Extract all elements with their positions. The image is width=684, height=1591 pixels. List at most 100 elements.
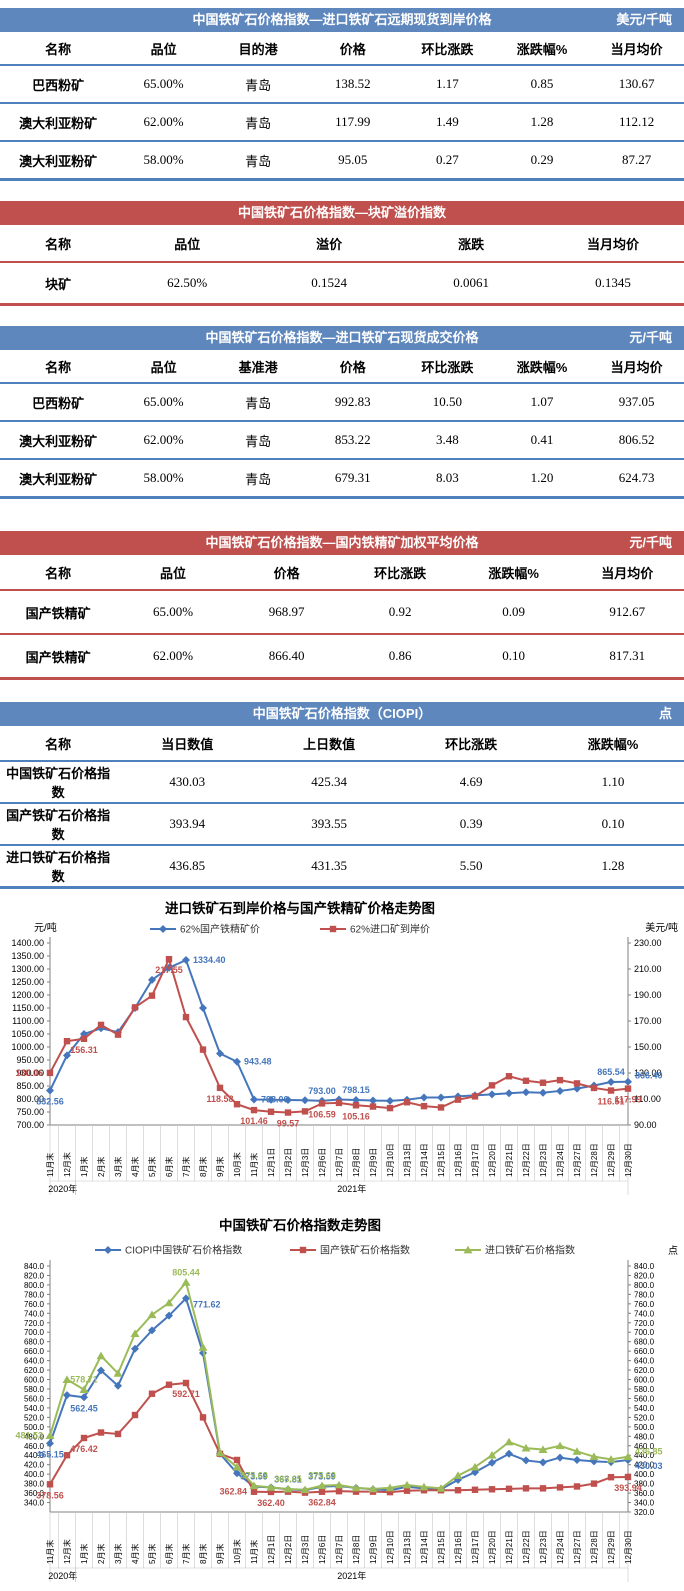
series-marker	[402, 1480, 412, 1489]
series-2: 481.53 578.71 805.44 375.63 368.65 375.63 436.…	[15, 1267, 663, 1494]
x-axis-label: 12月22日	[522, 1143, 531, 1177]
series-line	[49, 956, 629, 1114]
table-cell: 1.49	[436, 114, 459, 129]
series-marker	[199, 1046, 207, 1053]
series-marker	[199, 1414, 207, 1421]
axis-tick-label: 640.0	[634, 1357, 655, 1366]
x-axis-label: 8月末	[198, 1544, 208, 1564]
table-cell: 0.1345	[595, 275, 631, 290]
series-marker	[148, 1390, 156, 1397]
right-axis: 320.0340.0360.0380.0400.0420.0440.0460.0…	[628, 1262, 655, 1517]
x-axis-label: 12月2日	[284, 1535, 293, 1564]
column-header: 环比涨跌	[445, 736, 498, 752]
series-marker	[522, 1485, 530, 1492]
series-marker	[573, 1483, 581, 1490]
x-axis-label: 12月30日	[624, 1530, 633, 1564]
series-marker	[403, 1099, 411, 1106]
point-label: 130.06	[15, 1068, 43, 1078]
series-marker	[505, 1449, 513, 1458]
axis-tick-label: 1150.00	[12, 1003, 44, 1013]
point-label: 116.51	[597, 1097, 624, 1107]
year-axis: 2020年 2021年	[48, 1568, 629, 1582]
series-marker	[250, 1095, 258, 1104]
point-label: 362.40	[257, 1498, 285, 1508]
data-table: 名称 当日数值 上日数值 环比涨跌 涨跌幅% 中国铁矿石价格指数 430.03 425.34 4…	[0, 726, 684, 889]
series-marker	[403, 1487, 411, 1494]
series-marker	[63, 1037, 71, 1045]
table-cell: 1.10	[601, 774, 625, 789]
x-axis-label: 6月末	[164, 1544, 174, 1564]
series-marker	[181, 1278, 191, 1286]
table-cell: 62.00%	[143, 114, 184, 129]
x-axis-label: 11月末	[45, 1540, 55, 1564]
series-marker	[318, 1488, 326, 1495]
point-label: 943.48	[244, 1057, 272, 1067]
x-axis-label: 12月13日	[403, 1530, 412, 1564]
axis-tick-label: 360.0	[634, 1489, 655, 1498]
series-marker	[539, 1079, 547, 1086]
x-axis-label: 12月17日	[471, 1530, 480, 1564]
point-label: 362.84	[308, 1498, 336, 1508]
legend-label: 进口铁矿石价格指数	[485, 1244, 575, 1257]
table-cell: 1.20	[530, 470, 554, 485]
price-trend-chart-import-vs-domestic: 进口铁矿石到岸价格与国产铁精矿价格走势图 元/吨 美元/吨 700.00 750.00 8…	[0, 897, 684, 1202]
series-marker	[301, 1108, 309, 1115]
axis-tick-label: 950.00	[16, 1055, 44, 1065]
axis-tick-label: 680.0	[634, 1338, 655, 1347]
column-header: 名称	[45, 736, 72, 752]
x-axis-label: 7月末	[181, 1157, 191, 1177]
table-cell: 0.09	[502, 604, 526, 619]
table-cell: 62.00%	[143, 432, 184, 447]
series-marker	[352, 1096, 360, 1105]
axis-tick-label: 780.0	[24, 1290, 45, 1299]
series-marker	[454, 1092, 462, 1101]
row-name-cell: 国产铁矿石价格指数	[6, 808, 111, 842]
data-table: 名称 品位 溢价 涨跌 当月均价 块矿 62.50% 0.1524 0.0061 0.1345	[0, 225, 684, 306]
table-row: 澳大利亚粉矿 58.00% 青岛 679.31 8.03 1.20 624.73	[0, 459, 684, 498]
axis-tick-label: 480.0	[634, 1432, 655, 1441]
x-axis-label: 12月8日	[352, 1148, 361, 1177]
column-header: 涨跌幅%	[516, 359, 568, 375]
series-marker	[624, 1473, 632, 1481]
x-axis: 11月末 12月末 1月末 2月末 3月末 4月末 5月末 6月末 7月末 8月末 9月末 10月末 1…	[45, 1125, 633, 1182]
point-label: 793.00	[308, 1086, 336, 1096]
axis-tick-label: 340.0	[24, 1499, 45, 1508]
axis-tick-label: 720.0	[634, 1319, 655, 1328]
x-axis-label: 11月末	[249, 1540, 259, 1564]
x-axis-label: 12月14日	[420, 1530, 429, 1564]
point-label: 430.03	[635, 1461, 663, 1471]
axis-tick-label: 620.0	[634, 1366, 655, 1375]
table-row: 巴西粉矿 65.00% 青岛 138.52 1.17 0.85 130.67	[0, 65, 684, 103]
table-row: 国产铁精矿 65.00% 968.97 0.92 0.09 912.67	[0, 590, 684, 634]
legend-label: CIOPI中国铁矿石价格指数	[125, 1244, 242, 1257]
table-section-lump-premium-index: 中国铁矿石价格指数—块矿溢价指数 名称 品位 溢价 涨跌 当月均价 块矿 62.50% 0.1…	[0, 201, 684, 306]
x-axis-label: 2月末	[96, 1544, 106, 1564]
axis-tick-label: 520.0	[634, 1413, 655, 1422]
chart-canvas: 中国铁矿石价格指数走势图点340.0360.0380.0400.0420.044…	[15, 1217, 678, 1582]
axis-tick-label: 540.0	[24, 1404, 45, 1413]
x-axis-label: 12月10日	[386, 1530, 395, 1564]
series-marker	[504, 1437, 514, 1446]
axis-tick-label: 700.0	[24, 1328, 45, 1337]
x-axis-label: 6月末	[164, 1157, 174, 1177]
legend-label: 62%国产铁精矿价	[180, 923, 260, 936]
point-label: 118.58	[206, 1094, 233, 1104]
axis-tick-label: 400.0	[24, 1470, 45, 1479]
table-cell: 4.69	[459, 774, 483, 789]
axis-tick-label: 90.00	[634, 1120, 657, 1130]
axis-tick-label: 620.0	[24, 1366, 45, 1375]
x-axis-label: 3月末	[113, 1544, 123, 1564]
series-marker	[79, 1385, 89, 1394]
x-axis-label: 7月末	[181, 1544, 191, 1564]
series-marker	[555, 1441, 565, 1450]
series-marker	[419, 1482, 429, 1491]
series-marker	[454, 1487, 462, 1494]
x-axis-label: 4月末	[130, 1157, 140, 1177]
series-marker	[216, 1084, 224, 1092]
table-cell: 679.31	[334, 470, 371, 485]
point-label: 578.71	[70, 1375, 98, 1385]
axis-tick-label: 170.00	[634, 1016, 662, 1026]
axis-tick-label: 1000.00	[11, 1042, 44, 1052]
column-header: 名称	[45, 41, 72, 57]
point-label: 217.55	[155, 965, 183, 975]
